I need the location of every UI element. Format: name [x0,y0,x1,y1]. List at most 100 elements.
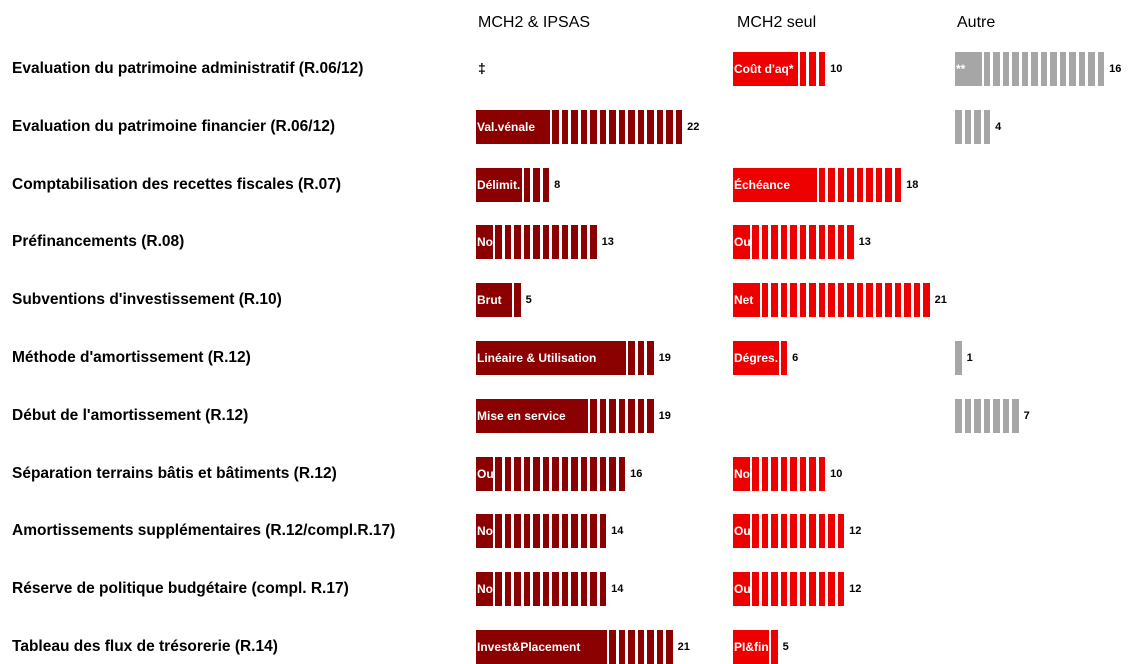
bar-unit [590,456,597,491]
row-label: Evaluation du patrimoine financier (R.06… [12,117,335,135]
bar-unit [780,225,788,260]
bar-value-label: 12 [849,525,862,538]
row-label: Amortissements supplémentaires (R.12/com… [12,522,396,540]
bar-unit [514,572,521,607]
bar-unit [875,167,883,202]
bar-unit [894,167,902,202]
bar-unit [904,283,911,318]
bar-unit [809,572,816,607]
row-label: Evaluation du patrimoine administratif (… [12,60,364,77]
bar-unit [974,109,981,144]
bar-unit [780,572,788,607]
bar-unit [656,109,664,144]
bar-unit [580,225,588,260]
bar-unit [628,341,635,375]
bar-unit [647,341,654,375]
bar-unit [837,514,845,549]
bar-unit [790,283,797,318]
bar-category-label: Linéaire & Utilisation [476,341,627,375]
bar-unit [828,225,835,260]
bar-unit [656,630,664,664]
bar-unit [885,283,892,318]
bar-unit [618,398,626,433]
bar-category-label: Val.vénale [476,109,551,144]
bar-unit [561,109,569,144]
bar-unit [552,456,559,491]
bar-unit [523,572,531,607]
bar-unit [875,283,883,318]
bar-unit [818,167,826,202]
bar-value-label: 13 [601,236,614,249]
bar-value-label: 19 [658,352,671,364]
bar-value-label: 21 [677,641,690,653]
bar-unit [571,109,578,144]
bar-unit [752,572,759,607]
bar-unit [1040,52,1048,86]
bar-unit [993,52,1000,86]
bar-unit [571,456,578,491]
bar-unit [799,52,807,86]
bar-unit [647,630,654,664]
bar-category-label: Non [476,572,500,607]
bar-value-label: 12 [849,583,862,596]
row-label: Tableau des flux de trésorerie (R.14) [12,638,278,655]
bar-unit [552,225,559,260]
bar-unit [856,283,864,318]
bar-unit [618,109,626,144]
bar-category-label: Net [733,283,760,318]
bar-unit [837,283,845,318]
bar-unit [818,225,826,260]
bar-category-label: Oui [733,514,754,549]
bar-unit [761,225,769,260]
bar-unit [752,456,759,491]
bar-unit [580,514,588,549]
bar-category-label: Brut [476,283,513,318]
bar-unit [809,52,816,86]
bar-unit [533,225,540,260]
bar-unit [761,456,769,491]
bar-unit [809,456,816,491]
bar-unit [818,572,826,607]
bar-value-label: 16 [1109,63,1122,75]
bar-unit [523,167,531,202]
bar-unit [885,167,892,202]
bar-unit [637,341,645,375]
row-label: Comptabilisation des recettes fiscales (… [12,175,342,193]
bar-unit [618,630,626,664]
bar-unit [504,225,512,260]
bar-unit [1031,52,1038,86]
bar-category-label: ** [955,52,982,86]
bar-value-label: 13 [858,236,871,249]
bar-unit [542,225,550,260]
bar-unit [828,283,835,318]
bar-unit [523,456,531,491]
bar-unit [590,225,597,260]
bar-unit [780,341,788,375]
bar-value-label: 21 [934,294,947,307]
bar-unit [637,109,645,144]
bar-unit [504,514,512,549]
bar-category-label: Coût d'aq* [733,52,798,86]
bar-unit [752,514,759,549]
bar-unit [609,456,616,491]
bar-category-label: Non [476,225,500,260]
bar-value-label: 5 [782,641,789,653]
bar-unit [599,514,607,549]
bar-value-label: 10 [830,63,843,75]
bar-unit [590,514,597,549]
bar-unit [514,456,521,491]
bar-unit [609,109,616,144]
bar-unit [647,109,654,144]
bar-unit [675,109,683,144]
bar-category-label: Oui [733,225,754,260]
bar-value-label: 6 [792,352,799,364]
bar-unit [1097,52,1105,86]
bar-unit [790,225,797,260]
bar-unit [913,283,921,318]
bar-unit [1088,52,1095,86]
bar-value-label: 18 [906,178,919,191]
bar-unit [799,572,807,607]
bar-value-label: 5 [525,294,532,307]
bar-unit [495,225,502,260]
bar-unit [599,572,607,607]
